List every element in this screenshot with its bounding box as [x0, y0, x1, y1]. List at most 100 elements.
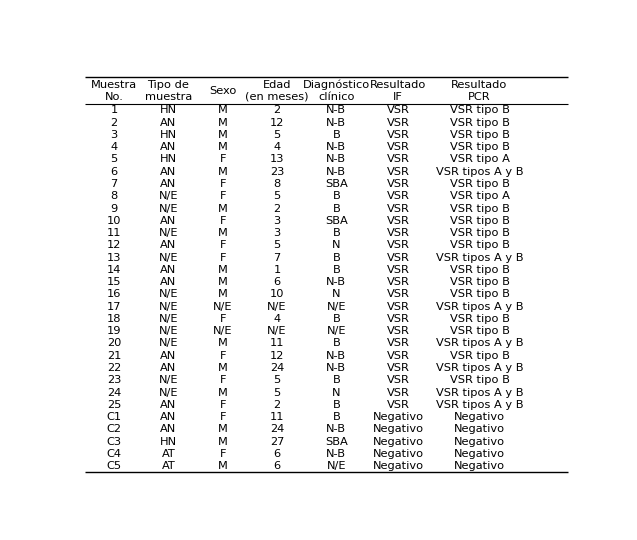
Text: 2: 2 [273, 105, 281, 116]
Text: N: N [332, 289, 341, 299]
Text: M: M [218, 339, 228, 348]
Text: HN: HN [160, 105, 177, 116]
Text: N/E: N/E [159, 339, 178, 348]
Text: AN: AN [161, 424, 176, 434]
Text: AN: AN [161, 179, 176, 189]
Text: N-B: N-B [326, 154, 347, 165]
Text: AN: AN [161, 240, 176, 251]
Text: F: F [220, 400, 226, 410]
Text: 25: 25 [107, 400, 122, 410]
Text: VSR: VSR [387, 240, 410, 251]
Text: 7: 7 [273, 253, 281, 262]
Text: 1: 1 [111, 105, 118, 116]
Text: C5: C5 [106, 461, 122, 471]
Text: VSR: VSR [387, 339, 410, 348]
Text: 5: 5 [273, 388, 281, 397]
Text: 3: 3 [273, 228, 281, 238]
Text: 11: 11 [270, 339, 284, 348]
Text: B: B [333, 314, 340, 324]
Text: Negativo: Negativo [373, 437, 424, 447]
Text: VSR: VSR [387, 265, 410, 275]
Text: 16: 16 [107, 289, 122, 299]
Text: AN: AN [161, 142, 176, 152]
Text: VSR tipos A y B: VSR tipos A y B [436, 363, 523, 373]
Text: N/E: N/E [159, 228, 178, 238]
Text: VSR: VSR [387, 105, 410, 116]
Text: B: B [333, 265, 340, 275]
Text: AN: AN [161, 363, 176, 373]
Text: VSR: VSR [387, 351, 410, 361]
Text: B: B [333, 400, 340, 410]
Text: 13: 13 [107, 253, 122, 262]
Text: VSR tipos A y B: VSR tipos A y B [436, 253, 523, 262]
Text: VSR tipo B: VSR tipo B [450, 130, 510, 140]
Text: 3: 3 [273, 216, 281, 226]
Text: 4: 4 [273, 142, 281, 152]
Text: HN: HN [160, 130, 177, 140]
Text: 5: 5 [273, 240, 281, 251]
Text: Negativo: Negativo [454, 461, 505, 471]
Text: Negativo: Negativo [454, 424, 505, 434]
Text: N-B: N-B [326, 105, 347, 116]
Text: 12: 12 [270, 118, 284, 127]
Text: N/E: N/E [268, 326, 287, 336]
Text: B: B [333, 191, 340, 201]
Text: VSR tipo A: VSR tipo A [450, 154, 510, 165]
Text: F: F [220, 449, 226, 459]
Text: Resultado
IF: Resultado IF [370, 80, 426, 102]
Text: VSR tipo B: VSR tipo B [450, 204, 510, 213]
Text: 21: 21 [107, 351, 122, 361]
Text: VSR: VSR [387, 167, 410, 177]
Text: B: B [333, 228, 340, 238]
Text: 4: 4 [273, 314, 281, 324]
Text: N: N [332, 240, 341, 251]
Text: N-B: N-B [326, 351, 347, 361]
Text: 5: 5 [273, 130, 281, 140]
Text: N/E: N/E [159, 375, 178, 385]
Text: AN: AN [161, 265, 176, 275]
Text: 12: 12 [270, 351, 284, 361]
Text: 12: 12 [107, 240, 122, 251]
Text: SBA: SBA [325, 179, 348, 189]
Text: VSR: VSR [387, 302, 410, 312]
Text: VSR tipo B: VSR tipo B [450, 216, 510, 226]
Text: VSR: VSR [387, 191, 410, 201]
Text: M: M [218, 461, 228, 471]
Text: SBA: SBA [325, 437, 348, 447]
Text: N-B: N-B [326, 363, 347, 373]
Text: F: F [220, 351, 226, 361]
Text: N/E: N/E [213, 326, 233, 336]
Text: Negativo: Negativo [373, 461, 424, 471]
Text: N/E: N/E [159, 191, 178, 201]
Text: VSR: VSR [387, 388, 410, 397]
Text: VSR: VSR [387, 314, 410, 324]
Text: M: M [218, 228, 228, 238]
Text: M: M [218, 265, 228, 275]
Text: AN: AN [161, 412, 176, 422]
Text: 13: 13 [270, 154, 284, 165]
Text: 20: 20 [107, 339, 122, 348]
Text: N/E: N/E [159, 253, 178, 262]
Text: AN: AN [161, 351, 176, 361]
Text: 5: 5 [111, 154, 118, 165]
Text: Edad
(en meses): Edad (en meses) [245, 80, 309, 102]
Text: 15: 15 [107, 277, 122, 287]
Text: VSR tipos A y B: VSR tipos A y B [436, 167, 523, 177]
Text: VSR tipo B: VSR tipo B [450, 277, 510, 287]
Text: M: M [218, 105, 228, 116]
Text: 14: 14 [107, 265, 122, 275]
Text: VSR: VSR [387, 154, 410, 165]
Text: VSR tipo B: VSR tipo B [450, 240, 510, 251]
Text: B: B [333, 375, 340, 385]
Text: 11: 11 [107, 228, 122, 238]
Text: HN: HN [160, 437, 177, 447]
Text: AN: AN [161, 216, 176, 226]
Text: B: B [333, 412, 340, 422]
Text: N-B: N-B [326, 167, 347, 177]
Text: HN: HN [160, 154, 177, 165]
Text: VSR tipo B: VSR tipo B [450, 142, 510, 152]
Text: B: B [333, 130, 340, 140]
Text: N/E: N/E [327, 302, 346, 312]
Text: M: M [218, 204, 228, 213]
Text: N-B: N-B [326, 118, 347, 127]
